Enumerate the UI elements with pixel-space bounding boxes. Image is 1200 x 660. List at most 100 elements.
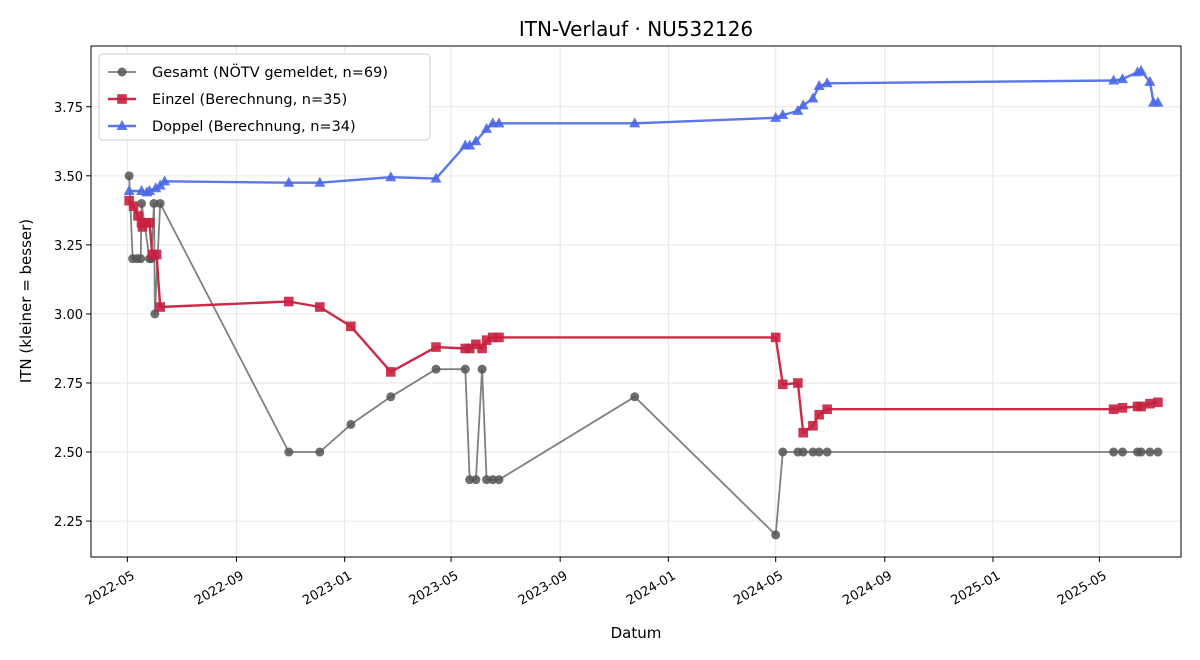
data-point [284, 447, 294, 457]
data-point [808, 420, 818, 431]
data-point [151, 249, 162, 260]
data-point [430, 172, 442, 183]
data-point [128, 201, 139, 212]
data-point [494, 332, 504, 343]
data-point [283, 176, 295, 187]
data-point [155, 302, 165, 312]
series-square [124, 195, 1163, 438]
data-point [488, 475, 498, 485]
data-point [1135, 64, 1147, 75]
data-point [283, 296, 294, 307]
data-point [777, 109, 789, 120]
data-point [778, 447, 788, 457]
data-point [1117, 447, 1127, 457]
data-point [431, 342, 441, 352]
data-point [1145, 398, 1155, 409]
data-point [314, 176, 326, 187]
x-tick-label: 2024-05 [731, 568, 786, 608]
data-point [1145, 447, 1155, 457]
data-point [793, 378, 803, 388]
data-point [123, 185, 135, 196]
data-point [481, 122, 493, 133]
data-point [1116, 73, 1128, 84]
series-triangle [123, 64, 1164, 197]
data-point [465, 475, 475, 485]
data-point [770, 332, 781, 343]
data-point [807, 92, 819, 103]
x-tick-label: 2024-01 [624, 568, 679, 608]
series-circle [124, 171, 1163, 540]
data-point [471, 339, 481, 350]
data-point [385, 367, 396, 377]
data-point [477, 343, 487, 354]
data-point [792, 104, 804, 115]
x-tick-label: 2023-05 [407, 568, 462, 608]
x-tick-label: 2022-09 [192, 568, 247, 608]
x-axis: 2022-05 2022-09 2023-01 2023-05 2023-09 2024-… [83, 557, 1110, 609]
data-point [1144, 75, 1156, 86]
data-point [771, 530, 781, 540]
data-point [124, 195, 134, 206]
data-point [1136, 401, 1146, 412]
data-point [460, 364, 470, 374]
data-point [137, 198, 147, 208]
data-point [821, 77, 833, 88]
legend-marker [117, 94, 127, 104]
data-point [124, 171, 134, 181]
data-point [133, 211, 143, 221]
data-point [798, 427, 808, 438]
data-point [431, 364, 441, 374]
data-point [481, 335, 492, 345]
x-tick-label: 2023-01 [300, 568, 355, 608]
data-point [1136, 447, 1146, 457]
y-tick-label: 3.25 [54, 239, 83, 254]
y-tick-label: 3.00 [54, 308, 83, 323]
y-tick-label: 2.75 [54, 377, 83, 392]
legend-label: Einzel (Berechnung, n=35) [152, 92, 347, 108]
data-point [1108, 404, 1119, 415]
legend-label: Doppel (Berechnung, n=34) [152, 119, 356, 135]
plot-frame [90, 45, 1182, 558]
series-layer [123, 64, 1164, 540]
data-point [315, 447, 325, 457]
data-point [1109, 447, 1119, 457]
data-point [770, 111, 782, 122]
data-point [464, 343, 475, 354]
legend: Gesamt (NÖTV gemeldet, n=69) Einzel (Bere… [98, 53, 431, 141]
data-point [798, 447, 808, 457]
legend-marker [117, 67, 127, 77]
y-tick-label: 2.25 [54, 515, 83, 530]
data-point [346, 321, 356, 332]
data-point [808, 447, 818, 457]
data-point [159, 175, 171, 186]
data-point [822, 404, 832, 415]
data-point [386, 392, 396, 402]
data-point [487, 332, 498, 343]
data-point [150, 182, 162, 193]
data-point [1152, 96, 1164, 107]
data-point [814, 409, 824, 420]
data-point [315, 302, 325, 312]
y-axis: 2.25 2.50 2.75 3.00 3.25 3.50 3.75 [54, 101, 91, 530]
data-point [814, 447, 824, 457]
data-point [155, 198, 165, 208]
x-tick-label: 2025-05 [1055, 568, 1110, 608]
legend-box [98, 53, 431, 141]
data-point [144, 185, 156, 196]
data-point [149, 198, 159, 208]
data-point [482, 475, 492, 485]
data-point [630, 392, 640, 402]
y-tick-label: 2.50 [54, 446, 83, 461]
data-point [813, 80, 825, 91]
data-point [385, 171, 397, 182]
x-tick-label: 2023-09 [516, 568, 571, 608]
data-point [136, 254, 146, 264]
data-point [822, 447, 832, 457]
data-point [1117, 403, 1128, 413]
data-point [629, 117, 641, 128]
data-point [471, 475, 481, 485]
data-point [1153, 397, 1163, 408]
data-point [346, 419, 356, 429]
data-point [797, 99, 809, 110]
